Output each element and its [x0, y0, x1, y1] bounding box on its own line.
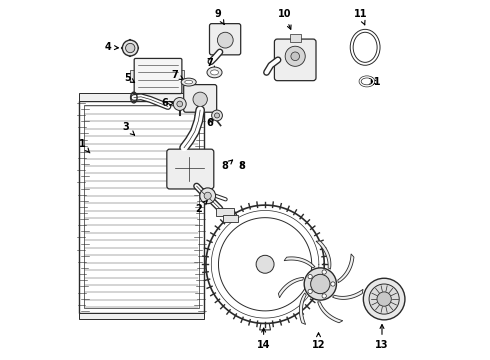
Text: 8: 8	[239, 161, 245, 171]
Circle shape	[322, 294, 326, 298]
Circle shape	[193, 92, 207, 107]
Ellipse shape	[181, 78, 196, 86]
Polygon shape	[278, 278, 304, 298]
Circle shape	[177, 101, 183, 107]
Polygon shape	[316, 241, 331, 269]
Text: 10: 10	[278, 9, 291, 29]
Text: 7: 7	[207, 58, 216, 71]
Circle shape	[200, 188, 216, 204]
FancyBboxPatch shape	[167, 149, 214, 189]
Circle shape	[256, 255, 274, 273]
Text: 1: 1	[78, 139, 90, 153]
Text: 14: 14	[257, 328, 270, 350]
Ellipse shape	[211, 70, 219, 75]
Circle shape	[212, 110, 222, 121]
Text: 11: 11	[368, 77, 382, 87]
Circle shape	[218, 32, 233, 48]
Polygon shape	[338, 254, 354, 283]
Text: 2: 2	[195, 201, 207, 215]
Circle shape	[311, 274, 330, 294]
FancyBboxPatch shape	[210, 24, 241, 55]
FancyBboxPatch shape	[274, 39, 316, 81]
Circle shape	[322, 270, 326, 274]
Ellipse shape	[185, 80, 193, 84]
Text: 5: 5	[124, 73, 135, 83]
Circle shape	[291, 52, 299, 60]
Text: 6: 6	[207, 118, 214, 128]
Text: 6: 6	[161, 98, 174, 108]
FancyBboxPatch shape	[134, 58, 182, 94]
Circle shape	[204, 192, 211, 199]
Text: 11: 11	[354, 9, 367, 25]
Bar	[79, 313, 204, 319]
Circle shape	[285, 46, 305, 66]
FancyBboxPatch shape	[184, 85, 217, 112]
Bar	[216, 208, 234, 216]
Polygon shape	[318, 302, 343, 323]
Circle shape	[125, 43, 135, 53]
Circle shape	[308, 289, 312, 293]
Circle shape	[369, 284, 399, 314]
Text: 12: 12	[312, 333, 325, 350]
Text: 8: 8	[222, 160, 233, 171]
Circle shape	[122, 40, 138, 56]
Circle shape	[377, 292, 392, 306]
Circle shape	[331, 282, 335, 286]
Text: 9: 9	[215, 9, 224, 24]
Polygon shape	[299, 293, 306, 324]
Circle shape	[364, 278, 405, 320]
Text: 13: 13	[375, 325, 389, 350]
Text: 3: 3	[122, 122, 135, 135]
Text: 7: 7	[172, 70, 184, 80]
Polygon shape	[333, 289, 363, 300]
Bar	[130, 69, 136, 82]
Bar	[79, 93, 204, 101]
Bar	[223, 215, 238, 222]
Circle shape	[215, 113, 220, 118]
Circle shape	[173, 98, 186, 111]
Polygon shape	[284, 257, 315, 268]
Bar	[290, 34, 300, 42]
Ellipse shape	[207, 67, 222, 78]
Circle shape	[308, 274, 312, 279]
Text: 4: 4	[105, 42, 119, 52]
Bar	[180, 69, 184, 82]
Circle shape	[304, 268, 337, 300]
